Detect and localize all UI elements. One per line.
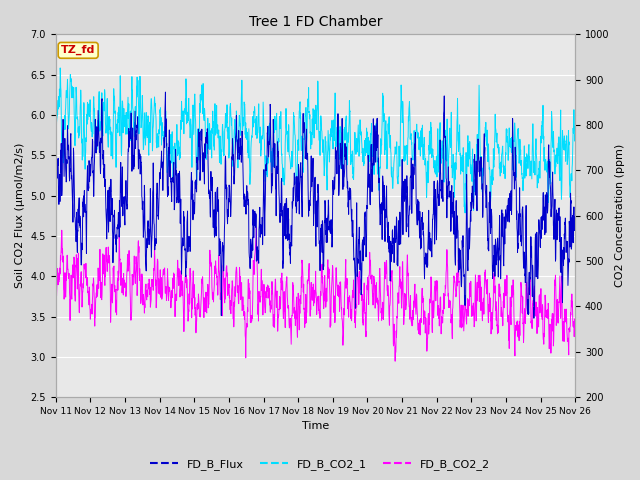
- Text: TZ_fd: TZ_fd: [61, 45, 95, 56]
- Y-axis label: CO2 Concentration (ppm): CO2 Concentration (ppm): [615, 144, 625, 288]
- X-axis label: Time: Time: [302, 421, 329, 432]
- Legend: FD_B_Flux, FD_B_CO2_1, FD_B_CO2_2: FD_B_Flux, FD_B_CO2_1, FD_B_CO2_2: [145, 455, 495, 474]
- Title: Tree 1 FD Chamber: Tree 1 FD Chamber: [249, 15, 382, 29]
- Y-axis label: Soil CO2 Flux (μmol/m2/s): Soil CO2 Flux (μmol/m2/s): [15, 143, 25, 288]
